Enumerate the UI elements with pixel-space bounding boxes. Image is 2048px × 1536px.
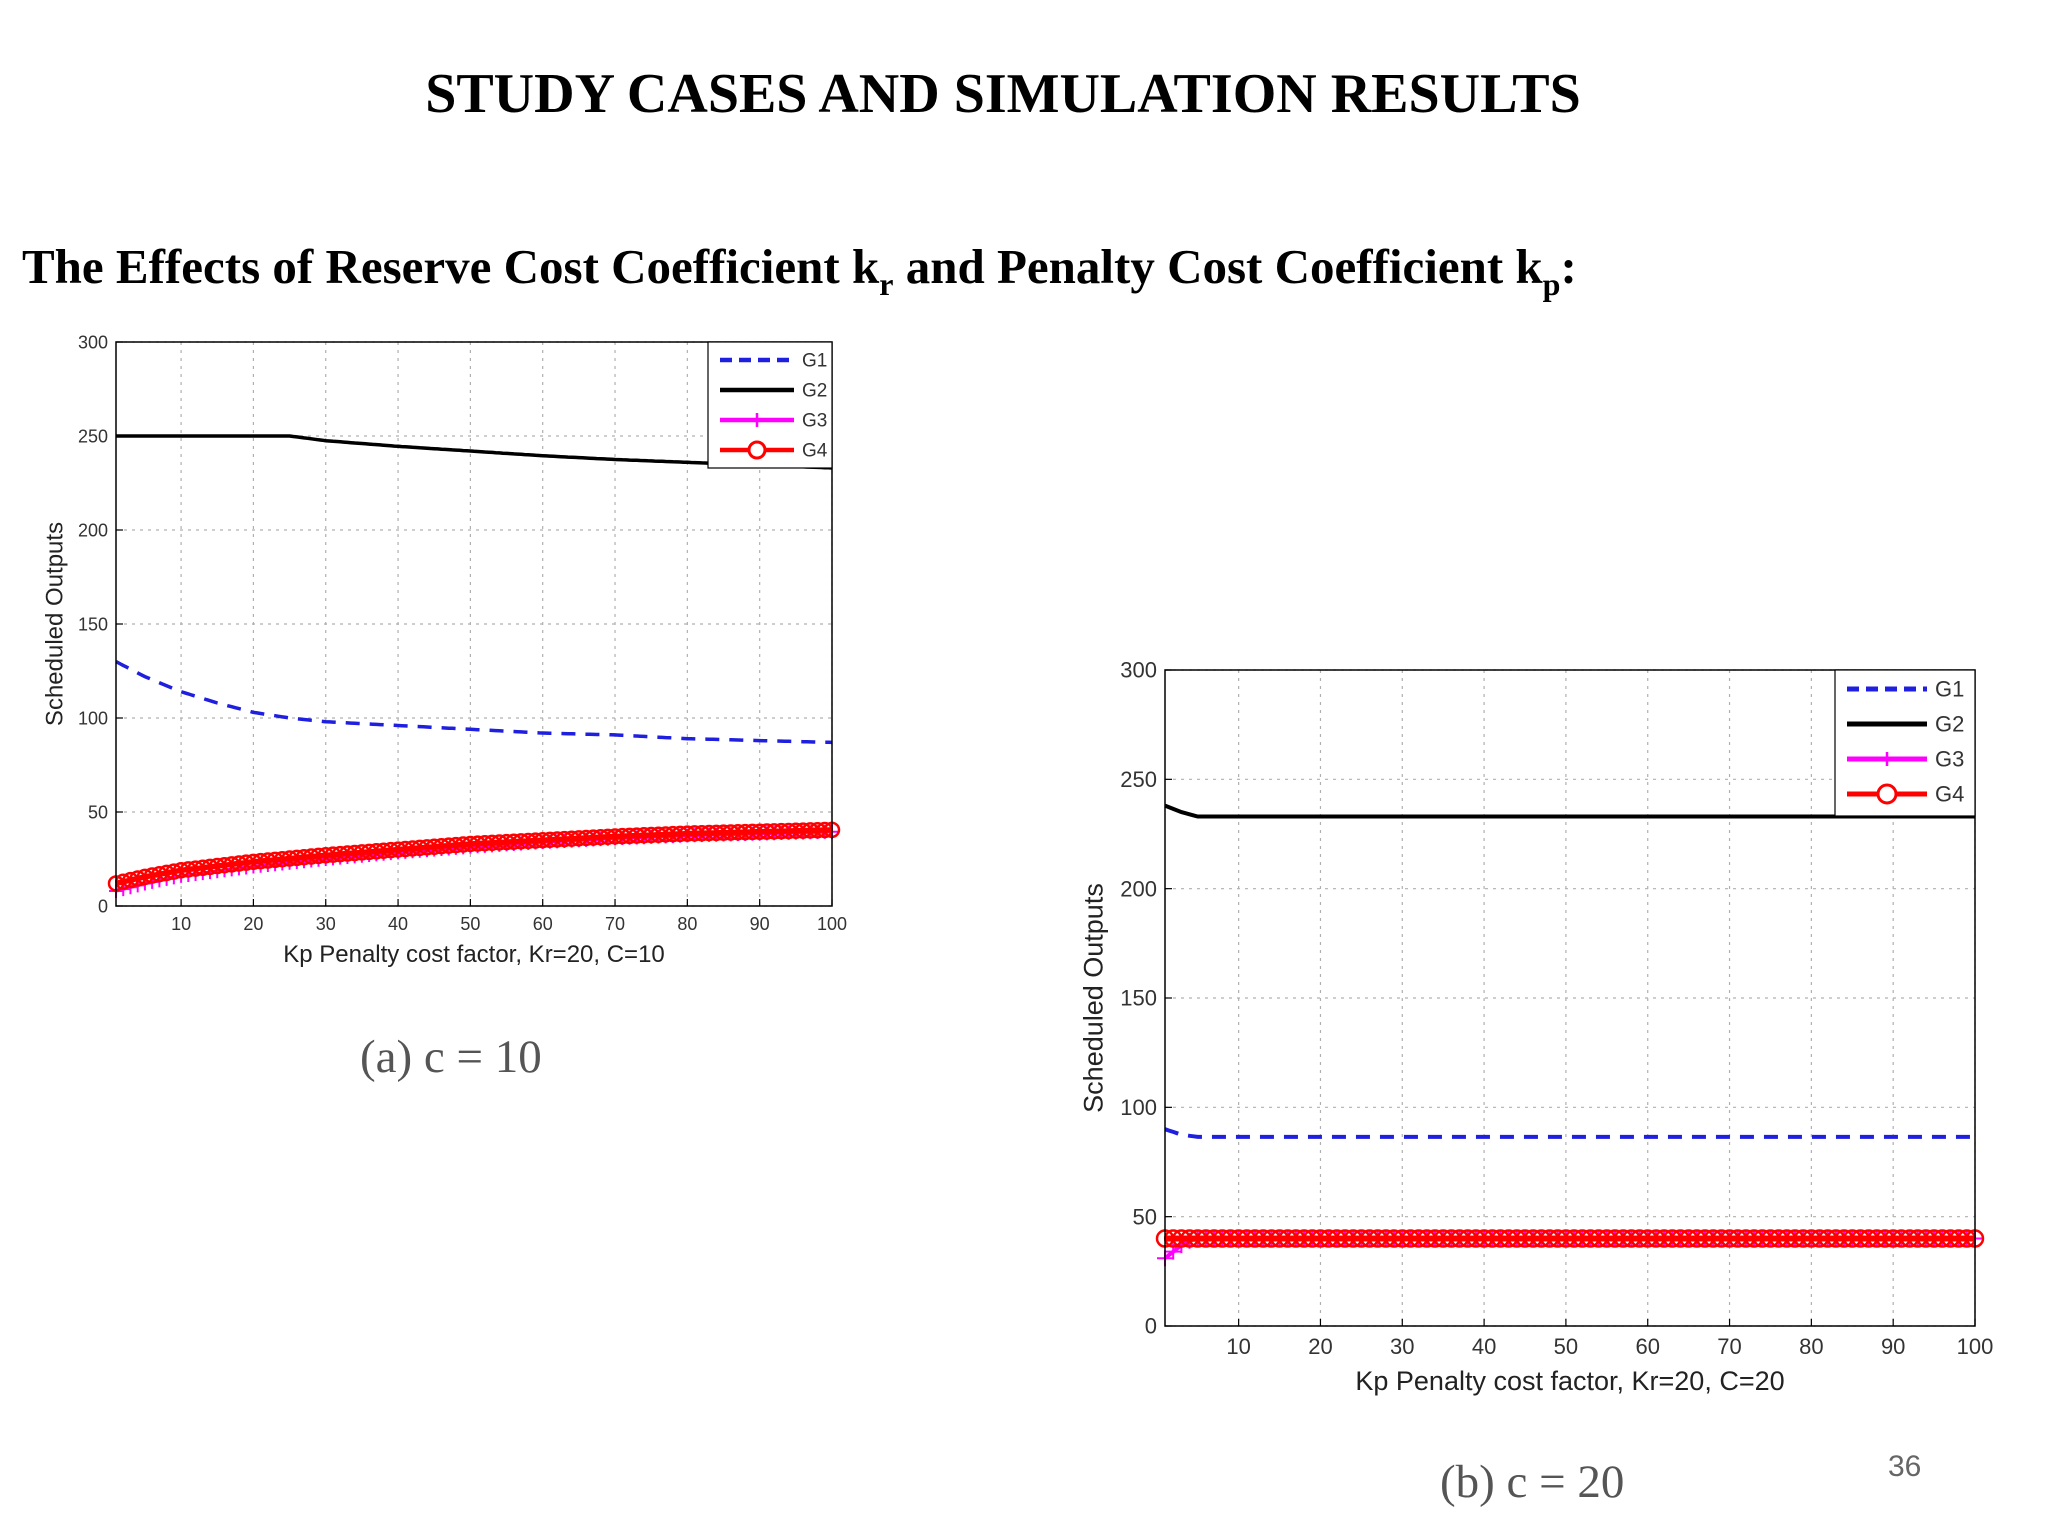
legend-box	[707, 341, 833, 469]
legend-g2-label: G2	[1935, 712, 1964, 737]
legend-g3-marker	[1880, 752, 1894, 766]
legend-g4-marker	[1876, 783, 1898, 805]
chart-b: 10 20 30 40 50 60 70 80 90 100 0 50 100 150 200 250 300 K…	[1060, 650, 2048, 1410]
x-tick-label: 100	[817, 914, 847, 934]
x-tick-label: 50	[1554, 1334, 1578, 1359]
legend-g1-label: G1	[1935, 677, 1964, 702]
x-tick-label: 90	[750, 914, 770, 934]
x-tick-label: 40	[388, 914, 408, 934]
series-g4-line	[115, 827, 833, 887]
x-tick-label: 70	[605, 914, 625, 934]
y-tick-label: 150	[78, 614, 108, 634]
slide-subtitle: The Effects of Reserve Cost Coefficient …	[22, 238, 1577, 303]
x-tick-label: 40	[1472, 1334, 1496, 1359]
x-axis-label: Kp Penalty cost factor, Kr=20, C=10	[283, 941, 665, 968]
y-tick-label: 50	[1133, 1204, 1157, 1229]
subtitle-text-2: and Penalty Cost Coefficient k	[893, 239, 1543, 294]
x-tick-label: 60	[1635, 1334, 1659, 1359]
y-axis-label: Scheduled Outputs	[41, 522, 68, 726]
legend-g3-label: G3	[802, 411, 827, 432]
subtitle-subscript-p: p	[1542, 266, 1561, 302]
subtitle-text-3: :	[1560, 239, 1577, 294]
x-tick-label: 10	[1226, 1334, 1250, 1359]
legend-g3-label: G3	[1935, 747, 1964, 772]
legend-g1-label: G1	[802, 351, 827, 372]
x-tick-label: 30	[316, 914, 336, 934]
x-axis-label: Kp Penalty cost factor, Kr=20, C=20	[1355, 1366, 1784, 1396]
chart-b-svg: 10 20 30 40 50 60 70 80 90 100 0 50 100 150 200 250 300 K…	[1079, 658, 1994, 1396]
y-tick-label: 250	[1120, 767, 1157, 792]
legend-g4-marker	[747, 440, 767, 460]
subtitle-text-1: The Effects of Reserve Cost Coefficient …	[22, 239, 880, 294]
x-tick-label: 20	[1308, 1334, 1332, 1359]
chart-b-caption: (b) c = 20	[1440, 1456, 1625, 1508]
y-tick-label: 200	[78, 520, 108, 540]
x-tick-label: 90	[1881, 1334, 1905, 1359]
page-number: 36	[1888, 1450, 1922, 1483]
x-tick-label: 80	[677, 914, 697, 934]
plot-frame	[1164, 669, 1976, 1327]
series-g1-line	[115, 660, 833, 745]
x-tick-label: 10	[171, 914, 191, 934]
y-tick-label: 0	[1145, 1314, 1157, 1339]
chart-a: 10 20 30 40 50 60 70 80 90 100 0 50 100 150 200 250 300 K…	[0, 320, 880, 1040]
legend-g3-marker	[750, 413, 764, 427]
y-tick-label: 150	[1120, 986, 1157, 1011]
y-tick-label: 100	[1120, 1095, 1157, 1120]
chart-a-svg: 10 20 30 40 50 60 70 80 90 100 0 50 100 150 200 250 300 K…	[41, 332, 847, 968]
x-tick-label: 80	[1799, 1334, 1823, 1359]
subtitle-subscript-r: r	[879, 266, 894, 302]
x-tick-label: 70	[1717, 1334, 1741, 1359]
y-tick-label: 300	[78, 332, 108, 352]
x-tick-label: 60	[533, 914, 553, 934]
y-tick-label: 200	[1120, 876, 1157, 901]
y-tick-label: 0	[98, 896, 108, 916]
legend-g2-label: G2	[802, 381, 827, 402]
y-tick-label: 100	[78, 708, 108, 728]
legend-g4-label: G4	[1935, 782, 1964, 807]
x-tick-label: 30	[1390, 1334, 1414, 1359]
x-tick-label: 20	[243, 914, 263, 934]
x-tick-label: 50	[460, 914, 480, 934]
y-tick-label: 300	[1120, 658, 1157, 683]
x-tick-label: 100	[1957, 1334, 1994, 1359]
plot-frame	[115, 341, 833, 907]
chart-a-caption: (a) c = 10	[360, 1031, 542, 1083]
series-g1-line	[1164, 1127, 1975, 1139]
legend-g4-label: G4	[802, 441, 828, 462]
y-tick-label: 50	[88, 802, 108, 822]
y-tick-label: 250	[78, 426, 108, 446]
slide-title: STUDY CASES AND SIMULATION RESULTS	[425, 63, 1581, 125]
y-axis-label: Scheduled Outputs	[1079, 883, 1109, 1113]
